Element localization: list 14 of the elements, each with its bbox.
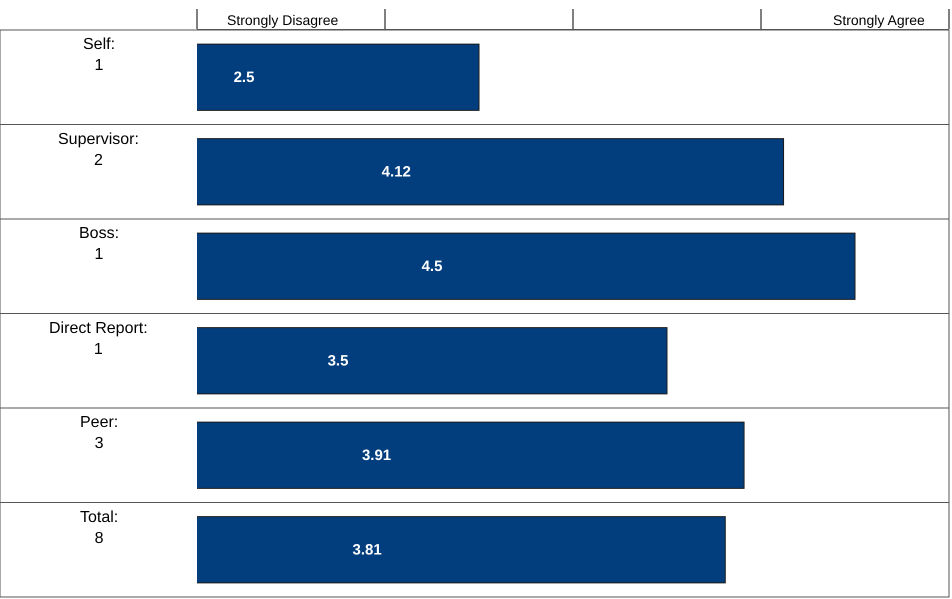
annotation: Strongly Agree [833,12,926,28]
data-label: 4.5 [422,258,442,275]
data-label: 3.81 [352,541,382,558]
y-tick-label: Total: 8 [80,509,118,547]
data-label: 3.5 [328,352,348,370]
data-label: 3.91 [362,446,392,464]
y-tick-label: Supervisor: 2 [58,131,139,169]
y-tick-label: Boss: 1 [79,225,120,263]
annotation: Strongly Disagree [227,12,338,28]
y-tick-label: Peer: 3 [80,414,118,452]
y-tick-label: Self: 1 [83,36,116,74]
data-label: 2.5 [234,68,254,86]
y-tick-label: Direct Report: 1 [49,320,148,358]
data-label: 4.12 [382,163,411,180]
